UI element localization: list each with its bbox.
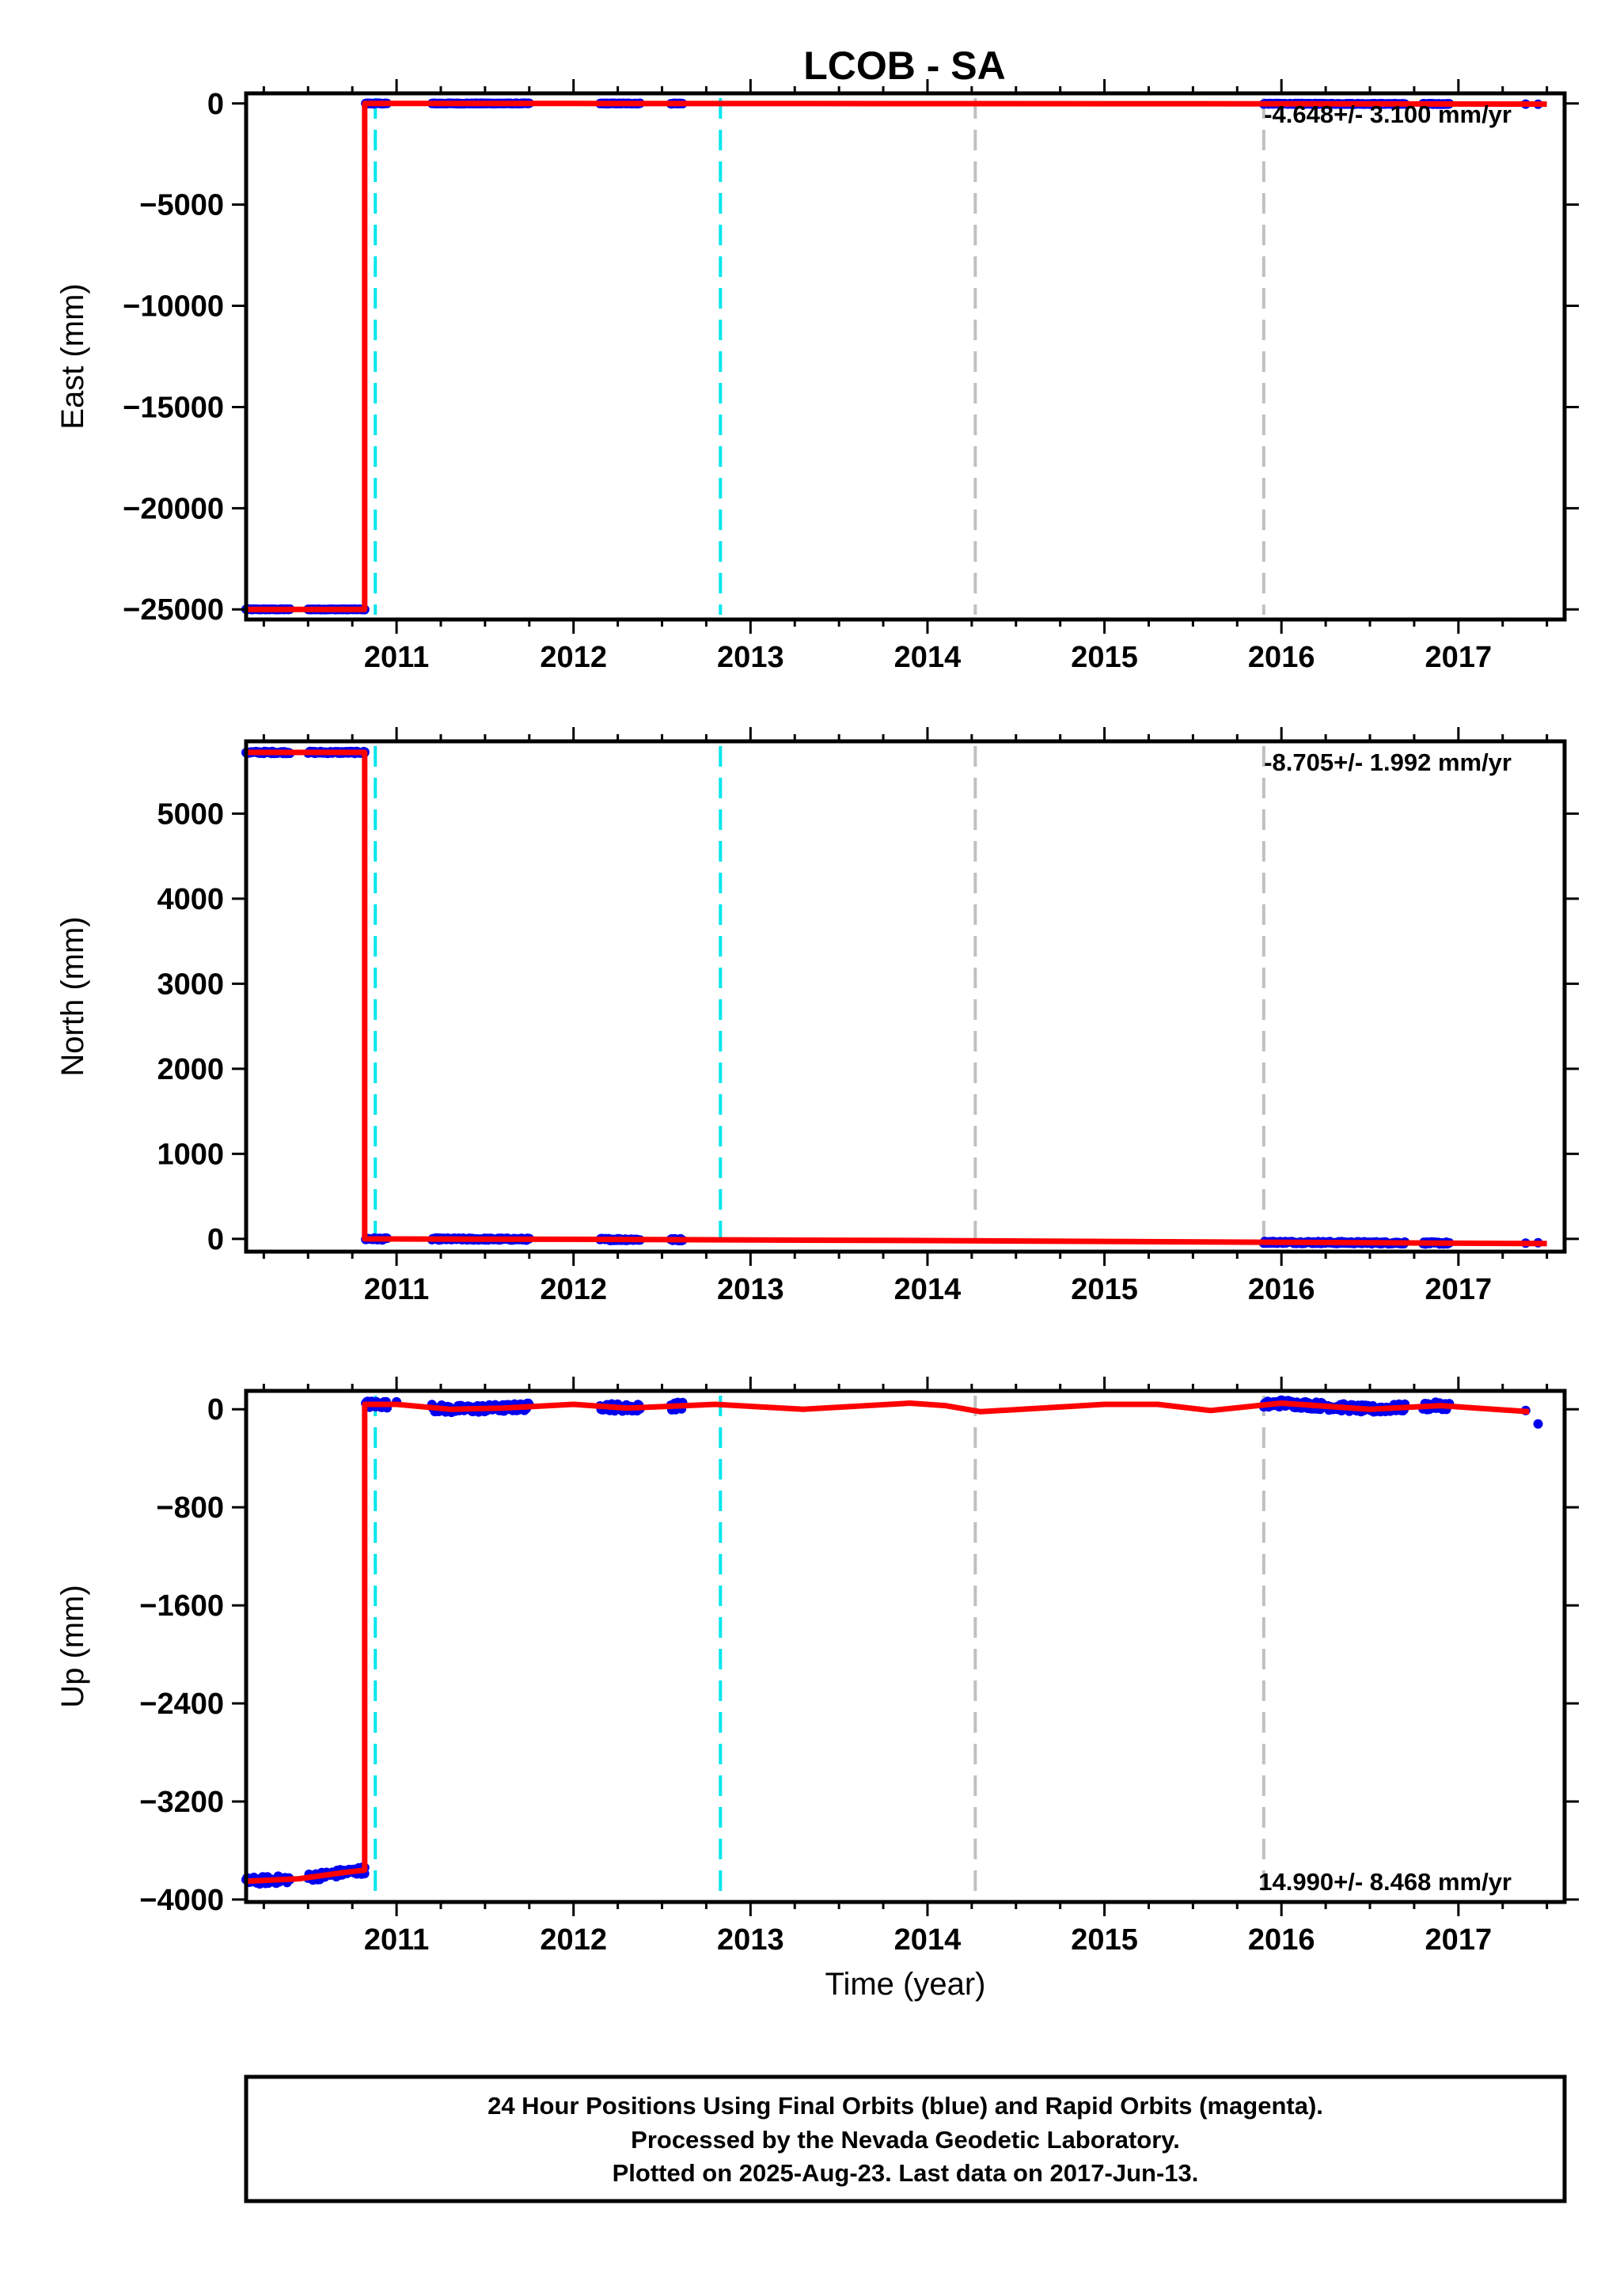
y-tick-label: −20000 [123,492,224,525]
x-tick-label: 2017 [1425,1923,1493,1957]
y-axis-label: Up (mm) [55,1585,90,1708]
plot-frame [244,1389,1567,1904]
x-tick-label: 2013 [717,1923,784,1957]
model-line [246,100,1547,612]
model-line [245,1400,1530,1885]
rate-annotation: -8.705+/- 1.992 mm/yr [1264,748,1512,776]
y-tick-label: −10000 [123,290,224,324]
y-tick-label: −1600 [139,1589,224,1623]
y-tick-label: 0 [207,1393,224,1426]
y-axis-label: East (mm) [55,283,90,429]
x-tick-label: 2014 [894,1923,962,1957]
x-tick-label: 2017 [1425,641,1493,674]
panel-east: 2011 2012 2013 2014 2015 2016 2017 0 −5000 −10000… [55,79,1579,674]
footer-box: 24 Hour Positions Using Final Orbits (bl… [244,2074,1567,2203]
y-axis-label: North (mm) [55,916,90,1076]
footer-frame [244,2074,1567,2203]
rate-annotation: -4.648+/- 3.100 mm/yr [1264,100,1512,128]
data-point [1533,1419,1543,1429]
panel-up: 2011 2012 2013 2014 2015 2016 2017 0 −800 −1600 −2… [55,1377,1579,2002]
y-tick-label: 1000 [157,1138,224,1171]
x-tick-label: 2017 [1425,1273,1493,1306]
y-tick-label: 2000 [157,1053,224,1086]
y-tick-label: −25000 [123,593,224,627]
x-tick-label: 2013 [717,1273,784,1306]
x-tick-label: 2012 [540,641,607,674]
y-tick-label: 5000 [157,798,224,831]
x-tick-label: 2011 [364,1923,429,1957]
footer-line-1: 24 Hour Positions Using Final Orbits (bl… [488,2092,1323,2120]
x-tick-label: 2011 [364,1273,429,1306]
panel-north: 2011 2012 2013 2014 2015 2016 2017 0 1000 2000 300… [55,727,1579,1306]
x-tick-label: 2012 [540,1273,607,1306]
plot-frame [244,91,1567,622]
footer-line-2: Processed by the Nevada Geodetic Laborat… [631,2126,1180,2154]
footer-line-3: Plotted on 2025-Aug-23. Last data on 201… [613,2159,1199,2187]
x-tick-label: 2016 [1248,1923,1315,1957]
x-tick-label: 2014 [894,641,962,674]
y-tick-label: 4000 [157,883,224,916]
y-tick-label: −800 [156,1491,224,1525]
y-tick-label: 0 [207,1223,224,1256]
plot-area [246,93,1565,619]
plot-frame [244,739,1567,1254]
x-tick-label: 2016 [1248,641,1315,674]
x-tick-label: 2013 [717,641,784,674]
y-tick-label: −4000 [139,1884,224,1917]
x-tick-label: 2015 [1071,1923,1138,1957]
y-tick-label: −15000 [123,391,224,424]
y-tick-label: −3200 [139,1786,224,1819]
x-tick-label: 2015 [1071,641,1138,674]
x-tick-label: 2011 [364,641,429,674]
y-tick-label: −5000 [139,189,224,222]
rate-annotation: 14.990+/- 8.468 mm/yr [1258,1868,1512,1896]
x-tick-label: 2015 [1071,1273,1138,1306]
x-tick-label: 2012 [540,1923,607,1957]
y-tick-label: −2400 [139,1688,224,1721]
x-tick-label: 2016 [1248,1273,1315,1306]
y-tick-label: 0 [207,88,224,121]
plot-area [246,741,1565,1252]
plot-area [246,1391,1565,1902]
y-tick-label: 3000 [157,968,224,1001]
x-tick-label: 2014 [894,1273,962,1306]
model-line [246,749,1547,1247]
chart-title: LCOB - SA [803,44,1006,88]
x-axis-label: Time (year) [825,1967,986,2002]
